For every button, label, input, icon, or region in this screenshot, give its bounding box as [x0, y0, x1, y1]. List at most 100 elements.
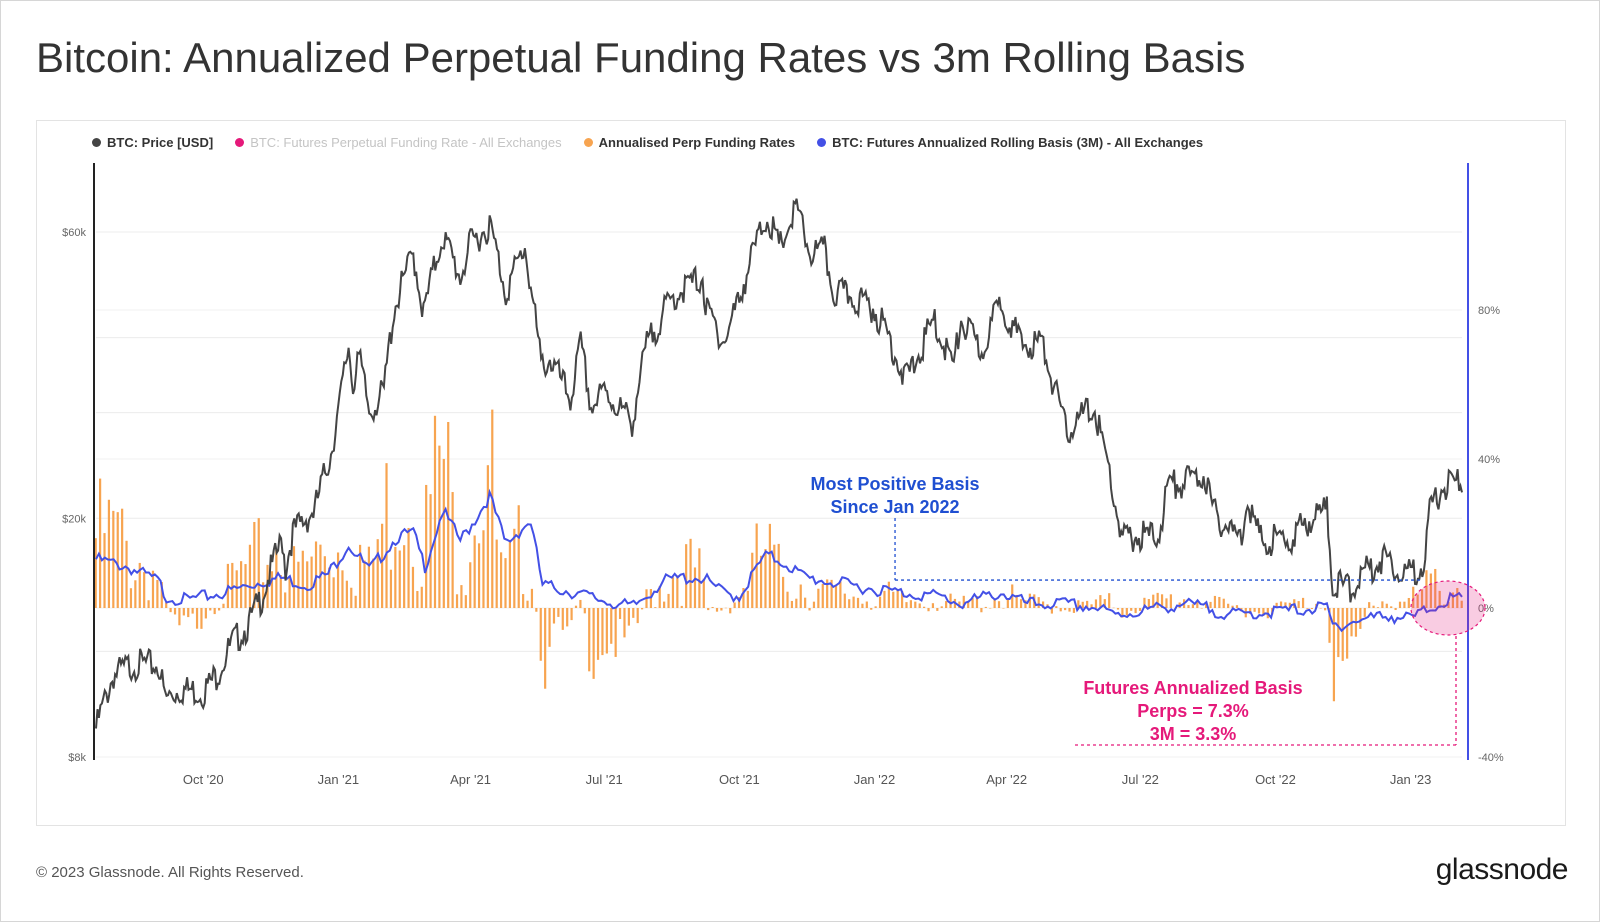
funding-bar [376, 539, 379, 608]
glassnode-logo: glassnode [1435, 853, 1569, 886]
funding-bar [698, 548, 701, 608]
funding-bar [1390, 606, 1393, 608]
funding-bar [284, 592, 287, 608]
funding-bar [627, 608, 630, 626]
legend-item-funding-rate[interactable]: BTC: Futures Perpetual Funding Rate - Al… [235, 134, 562, 150]
funding-bar [1328, 608, 1331, 643]
y-right-tick-label: 0% [1478, 603, 1494, 615]
funding-bar [865, 601, 868, 608]
funding-bar [407, 527, 410, 608]
funding-bar [345, 580, 348, 608]
funding-bar [958, 601, 961, 608]
funding-bar [1019, 599, 1023, 608]
funding-bar [649, 589, 653, 608]
x-tick-label: Oct '20 [183, 772, 224, 787]
annotations: Most Positive Basis Since Jan 2022 Futures… [811, 474, 1486, 746]
funding-bar [984, 606, 987, 608]
funding-bar [1346, 608, 1349, 659]
funding-bar [270, 571, 274, 608]
funding-bar [1235, 605, 1239, 608]
funding-bar [1420, 589, 1424, 608]
funding-bar [799, 584, 802, 608]
funding-bar [1306, 608, 1309, 609]
funding-bar [557, 608, 560, 617]
funding-bar [826, 579, 829, 608]
chart-panel [36, 120, 1566, 826]
funding-bar [477, 543, 481, 608]
funding-bar [125, 540, 128, 608]
funding-bar [773, 544, 776, 608]
funding-bar [469, 562, 472, 608]
funding-bar [936, 608, 939, 611]
annotation-pink-text: Futures Annualized Basis [1083, 678, 1302, 698]
funding-bar [1072, 608, 1076, 613]
funding-bar [178, 608, 181, 626]
funding-bar [1310, 608, 1313, 610]
funding-bar [1279, 601, 1283, 608]
funding-bar [1099, 595, 1102, 608]
funding-bar [1006, 598, 1009, 608]
funding-bar [927, 608, 930, 612]
funding-bar [830, 579, 833, 608]
legend-label-funding-rate: BTC: Futures Perpetual Funding Rate - Al… [250, 134, 562, 150]
funding-bars [94, 409, 1463, 702]
x-tick-label: Oct '21 [719, 772, 760, 787]
funding-bar [658, 586, 661, 608]
funding-bar [1081, 601, 1084, 608]
funding-bar [1064, 608, 1067, 611]
funding-bar [843, 593, 846, 608]
funding-bar [372, 558, 375, 608]
funding-bar [1090, 604, 1093, 608]
funding-bar [381, 523, 384, 608]
annotation-blue-text: Most Positive Basis [811, 474, 980, 494]
legend-item-annualised-funding[interactable]: Annualised Perp Funding Rates [583, 135, 795, 150]
funding-bar [1200, 608, 1203, 609]
funding-bar [759, 555, 763, 608]
funding-bar [173, 608, 177, 615]
funding-bar [588, 608, 591, 672]
funding-bar [1456, 588, 1459, 608]
funding-bar [517, 505, 520, 608]
funding-bar [1447, 601, 1450, 608]
funding-bar [134, 580, 137, 608]
funding-bar [138, 562, 141, 608]
funding-bar [1147, 599, 1150, 608]
funding-bar [1284, 602, 1287, 608]
funding-bar [451, 492, 454, 608]
funding-bar [671, 577, 675, 608]
funding-bar [676, 575, 679, 608]
funding-bar [473, 535, 476, 608]
funding-bar [975, 596, 979, 608]
legend-item-basis[interactable]: BTC: Futures Annualized Rolling Basis (3… [817, 135, 1203, 150]
x-tick-label: Apr '22 [986, 772, 1027, 787]
funding-bar [1024, 600, 1027, 608]
funding-bar [460, 585, 463, 608]
funding-bar [1253, 608, 1256, 612]
funding-bar [116, 512, 119, 608]
funding-bar [768, 523, 771, 608]
funding-bar [240, 561, 243, 608]
funding-bar [1227, 603, 1230, 608]
funding-bar [900, 590, 904, 608]
funding-bar [1257, 608, 1261, 614]
funding-bar [751, 552, 754, 608]
funding-bar [1002, 608, 1005, 609]
funding-bar [1385, 603, 1388, 608]
funding-bar [852, 596, 855, 608]
funding-bar [623, 608, 626, 638]
funding-bar [306, 561, 309, 608]
legend-label-price: BTC: Price [USD] [107, 134, 214, 150]
funding-bar [614, 608, 617, 657]
funding-bar [279, 575, 282, 608]
funding-bar [262, 582, 265, 608]
funding-bar [733, 602, 736, 608]
funding-bar [522, 594, 525, 608]
axes: $8k $20k $60k 80% 40% 0% -40% Oct '20 Jan '21 Apr… [62, 163, 1504, 787]
funding-bar [592, 608, 595, 679]
funding-bar [310, 556, 313, 608]
funding-bar [213, 608, 216, 615]
funding-bar [151, 570, 155, 608]
legend-dot-annualised-funding [583, 137, 593, 147]
legend-item-price[interactable]: BTC: Price [USD] [92, 135, 213, 150]
